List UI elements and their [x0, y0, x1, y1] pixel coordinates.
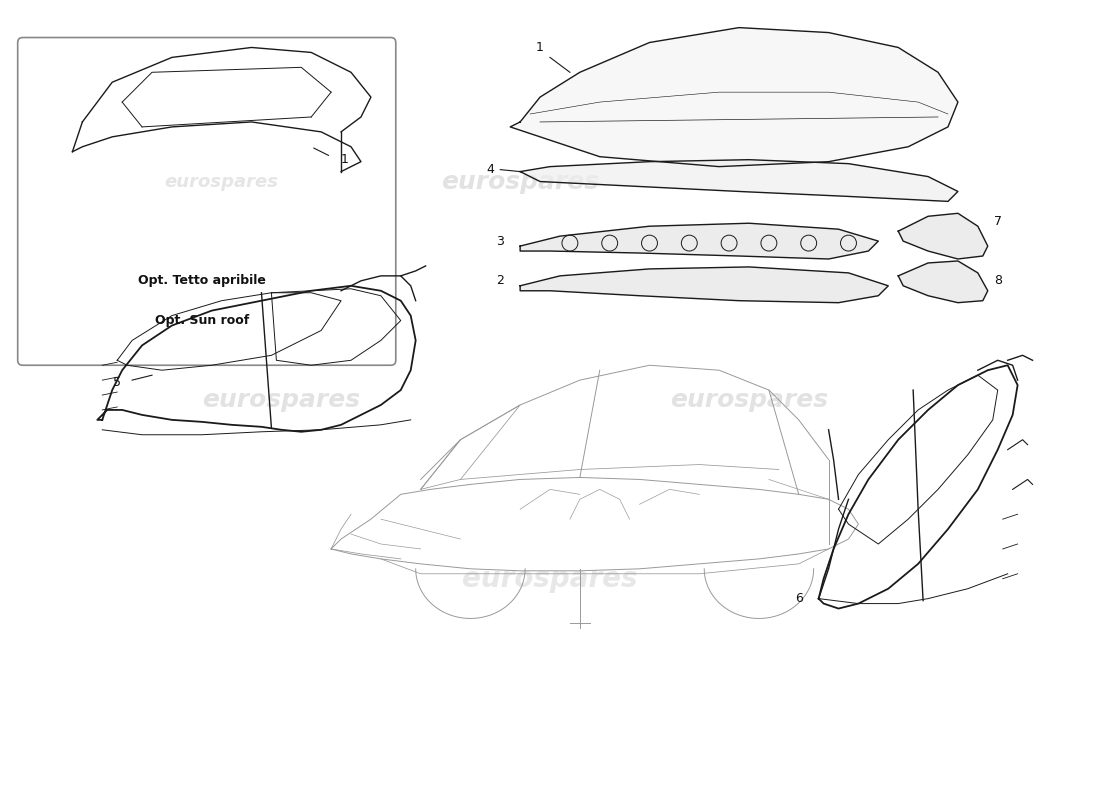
Text: 1: 1 [341, 153, 349, 166]
Polygon shape [520, 160, 958, 202]
Polygon shape [520, 267, 889, 302]
Text: eurospares: eurospares [202, 388, 361, 412]
Polygon shape [899, 214, 988, 259]
Text: Opt. Tetto apribile: Opt. Tetto apribile [138, 274, 266, 287]
Text: 2: 2 [496, 274, 504, 287]
Text: 4: 4 [486, 163, 494, 176]
Text: eurospares: eurospares [670, 388, 828, 412]
Text: 7: 7 [993, 214, 1002, 228]
Text: 3: 3 [496, 234, 504, 248]
Polygon shape [510, 28, 958, 166]
Polygon shape [899, 261, 988, 302]
Text: 1: 1 [536, 41, 544, 54]
Text: eurospares: eurospares [462, 565, 638, 593]
Text: Opt. Sun roof: Opt. Sun roof [155, 314, 249, 327]
Text: eurospares: eurospares [441, 170, 600, 194]
Text: 5: 5 [113, 376, 121, 389]
Text: 6: 6 [795, 592, 803, 605]
Text: eurospares: eurospares [165, 173, 278, 190]
Polygon shape [520, 223, 878, 259]
Text: 8: 8 [993, 274, 1002, 287]
FancyBboxPatch shape [18, 38, 396, 366]
